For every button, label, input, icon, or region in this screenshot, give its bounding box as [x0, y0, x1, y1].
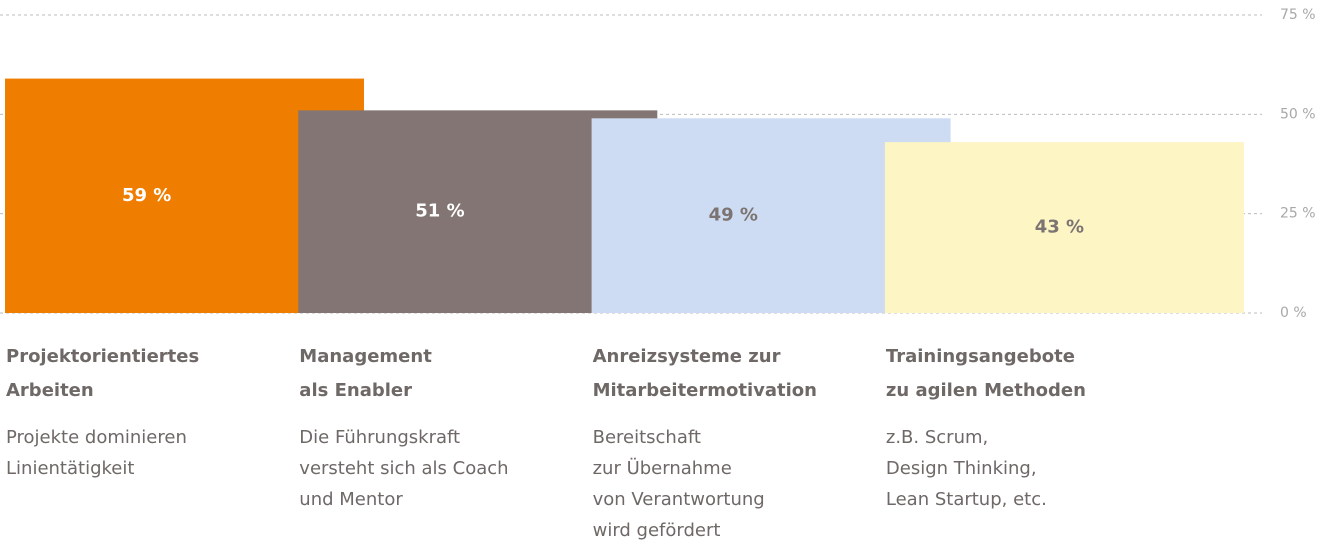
description: zur Übernahme [593, 457, 732, 479]
bar [884, 142, 1244, 313]
y-tick-label: 25 % [1280, 206, 1316, 222]
description: Lean Startup, etc. [886, 489, 1047, 510]
category-label: Mitarbeitermotivation [593, 380, 817, 401]
y-tick-label: 50 % [1280, 106, 1316, 122]
y-tick-label: 75 % [1280, 7, 1316, 23]
description: Projekte dominieren [6, 427, 187, 448]
category-label: Projektorientiertes [6, 346, 199, 367]
description: Linientätigkeit [6, 458, 134, 479]
value-label: 43 % [1035, 217, 1084, 238]
description: und Mentor [299, 489, 403, 510]
category-label: zu agilen Methoden [886, 380, 1086, 401]
value-label: 59 % [122, 185, 171, 206]
y-tick-label: 0 % [1280, 305, 1307, 321]
description: Bereitschaft [593, 427, 701, 448]
category-label: Arbeiten [6, 380, 94, 401]
category-label: Management [299, 346, 432, 367]
category-label: Trainingsangebote [886, 346, 1075, 367]
description: z.B. Scrum, [886, 427, 988, 448]
value-label: 51 % [415, 201, 464, 222]
category-label: Anreizsysteme zur [593, 346, 781, 367]
description: wird gefördert [593, 520, 721, 541]
value-label: 49 % [709, 205, 758, 226]
description: Die Führungskraft [299, 427, 460, 448]
description: von Verantwortung [593, 489, 765, 510]
description: versteht sich als Coach [299, 458, 508, 479]
description: Design Thinking, [886, 458, 1037, 479]
category-label: als Enabler [299, 380, 412, 401]
